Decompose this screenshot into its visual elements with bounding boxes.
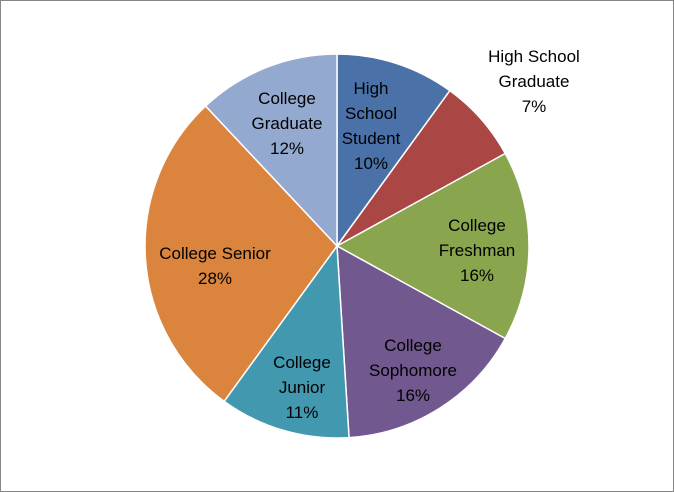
- slice-label-line: College: [273, 353, 331, 372]
- slice-label-line: Sophomore: [369, 361, 457, 380]
- slice-percent: 16%: [396, 386, 430, 405]
- slice-label-line: School: [345, 104, 397, 123]
- slice-label-line: Graduate: [499, 72, 570, 91]
- slice-label-line: Junior: [279, 378, 326, 397]
- slice-label-college-junior: College Junior 11%: [273, 353, 331, 422]
- slice-label-high-school-graduate: High School Graduate 7%: [488, 47, 580, 116]
- slice-label-college-sophomore: College Sophomore 16%: [369, 336, 457, 405]
- slice-label-college-freshman: College Freshman 16%: [439, 216, 516, 285]
- slice-percent: 28%: [198, 269, 232, 288]
- slice-percent: 7%: [522, 97, 547, 116]
- slice-label-line: Freshman: [439, 241, 516, 260]
- pie-labels: High School Student 10% High School Graduate 7…: [159, 47, 580, 422]
- slice-percent: 10%: [354, 154, 388, 173]
- pie-slice-high-school-student: [336, 53, 451, 249]
- slice-label-high-school-student: High School Student 10%: [342, 79, 401, 173]
- slice-label-line: Graduate: [252, 114, 323, 133]
- slice-label-line: College: [258, 89, 316, 108]
- slice-percent: 12%: [270, 139, 304, 158]
- pie-slice-college-junior: [223, 243, 350, 439]
- slice-label-line: College Senior: [159, 244, 271, 263]
- pie-slices: [144, 53, 530, 439]
- slice-label-line: College: [384, 336, 442, 355]
- slice-label-college-senior: College Senior 28%: [159, 244, 271, 288]
- slice-label-line: Student: [342, 129, 401, 148]
- pie-slice-college-sophomore: [336, 244, 507, 439]
- slice-label-line: High School: [488, 47, 580, 66]
- slice-percent: 16%: [460, 266, 494, 285]
- pie-slice-college-senior: [144, 104, 338, 403]
- pie-slice-college-graduate: [204, 53, 338, 248]
- slice-label-college-graduate: College Graduate 12%: [252, 89, 323, 158]
- slice-percent: 11%: [286, 403, 319, 422]
- slice-label-line: College: [448, 216, 506, 235]
- pie-slice-college-freshman: [335, 152, 530, 340]
- slice-label-line: High: [354, 79, 389, 98]
